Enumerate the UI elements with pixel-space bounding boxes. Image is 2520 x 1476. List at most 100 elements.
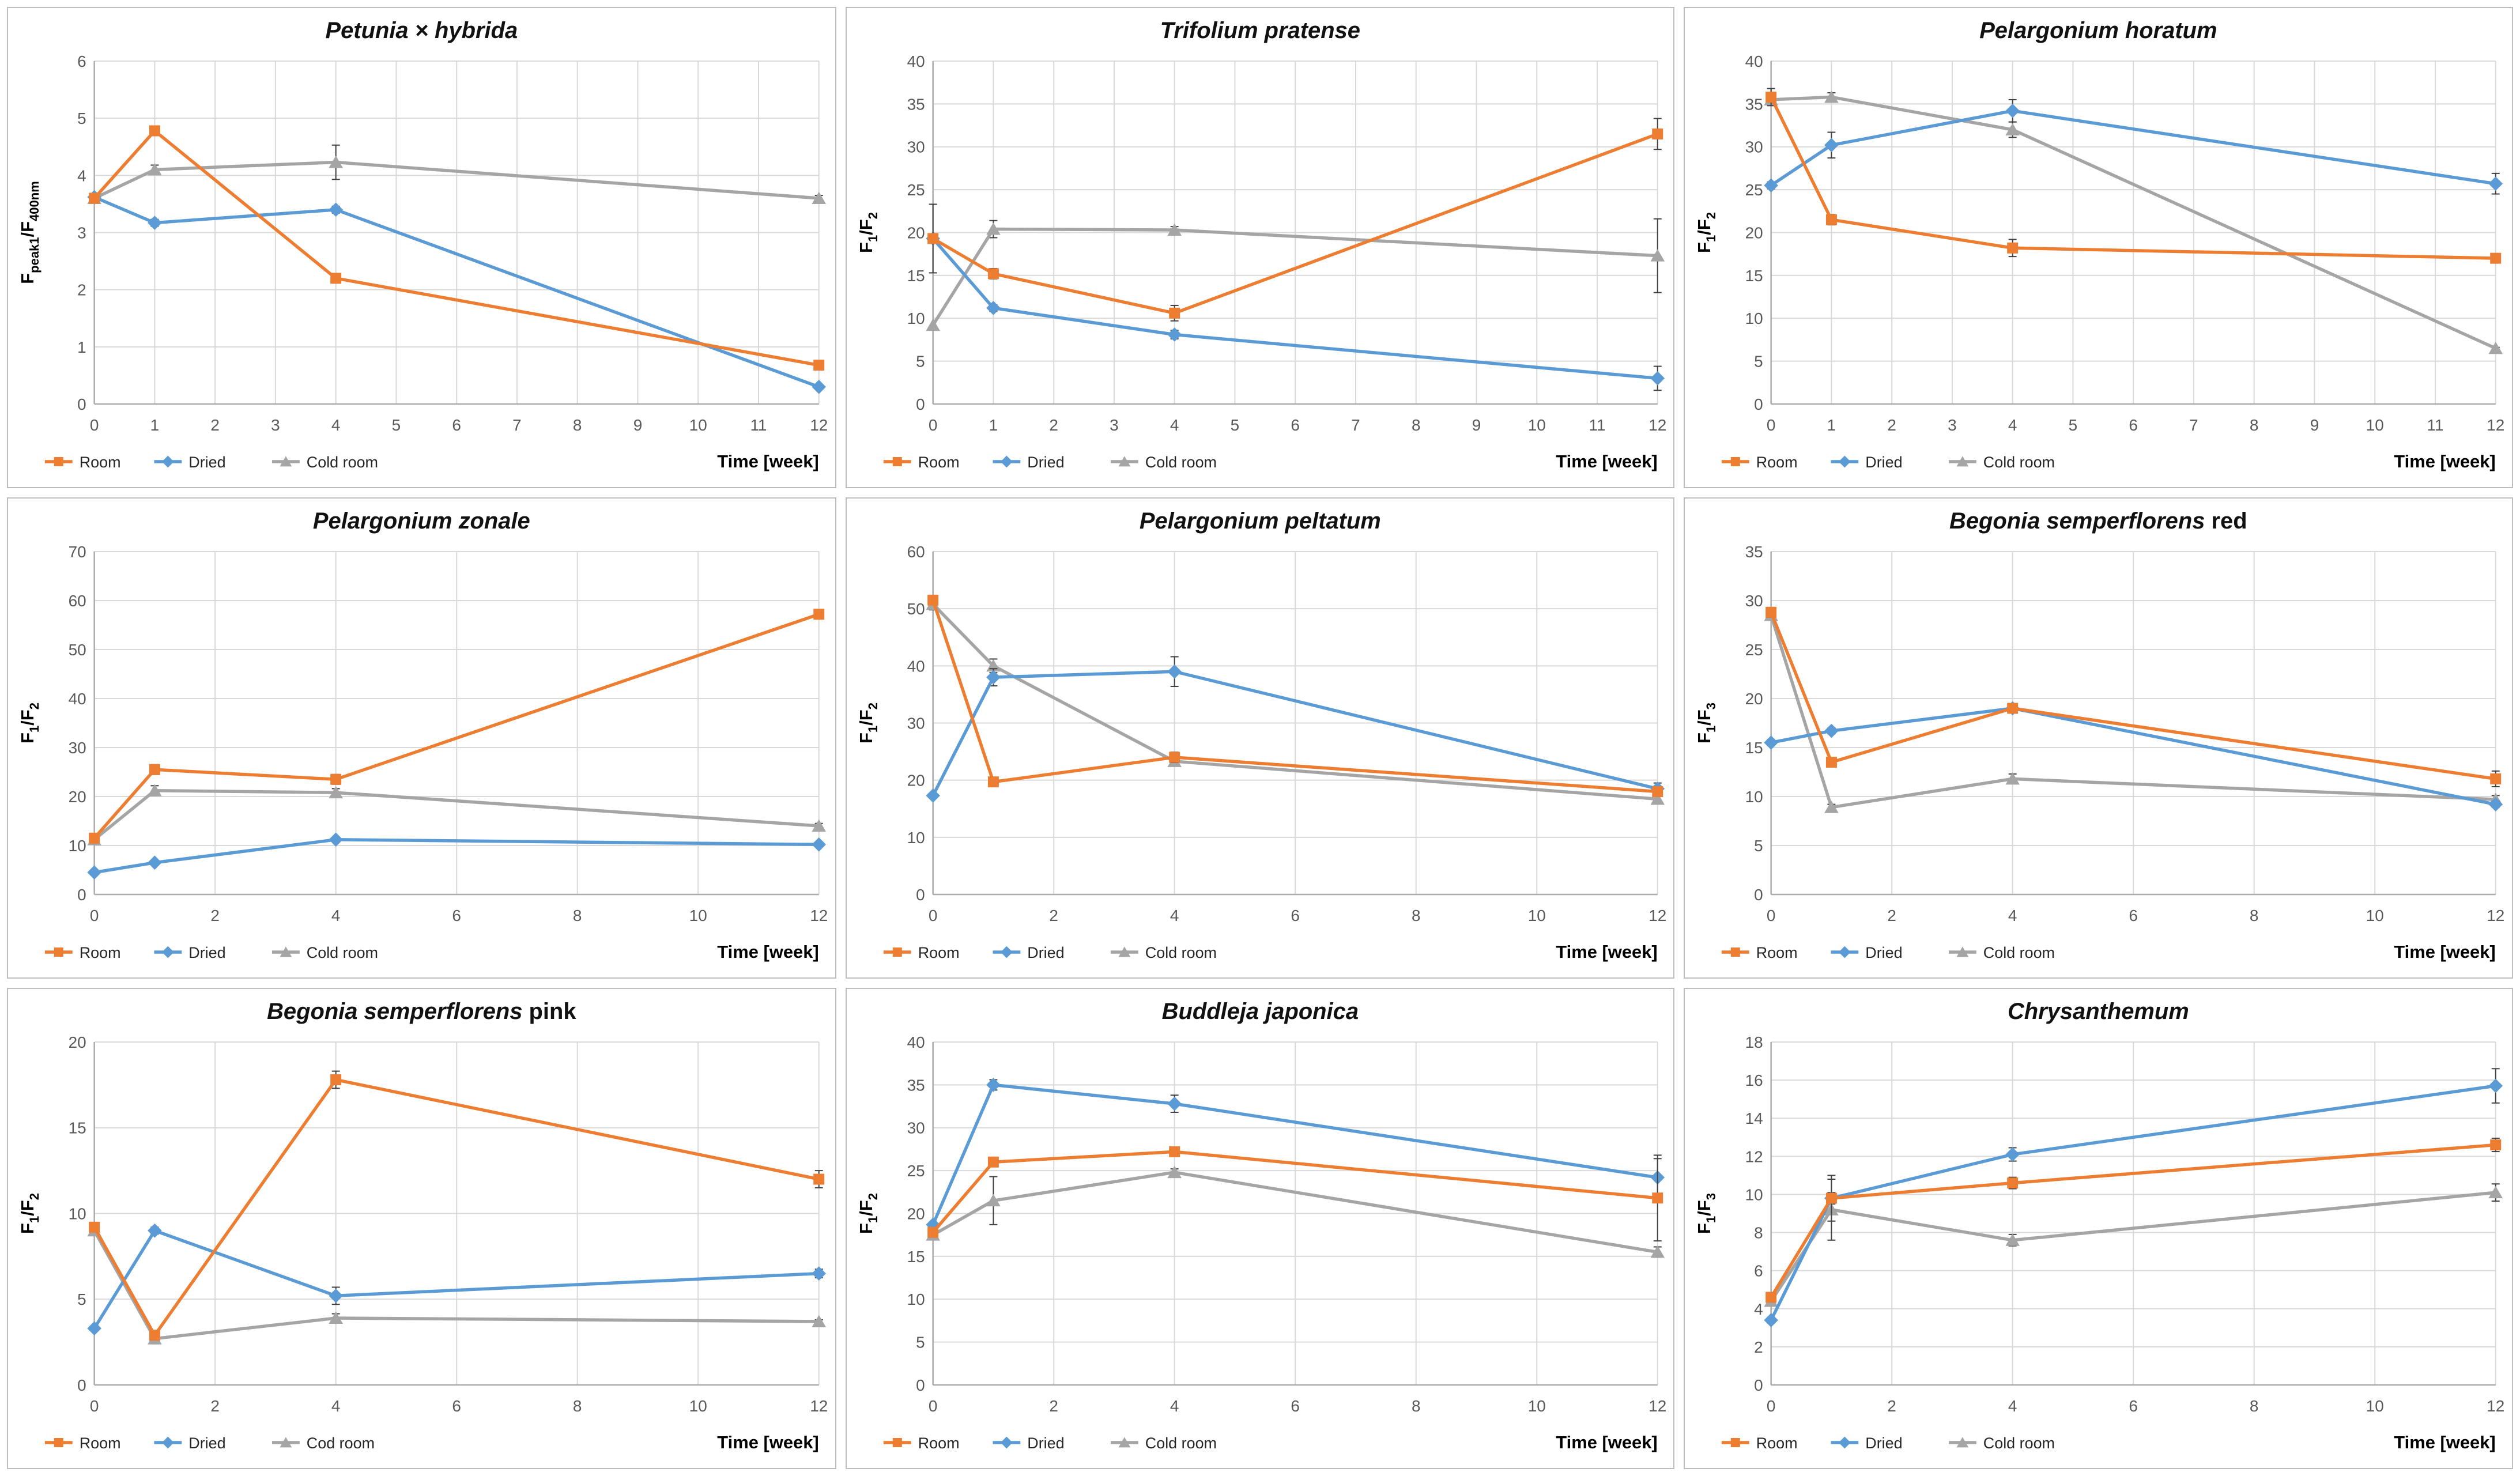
y-tick-label: 12: [1745, 1147, 1763, 1165]
series-marker-dried: [2488, 176, 2503, 191]
legend-label-cold-room: Cold room: [1983, 1435, 2055, 1452]
series-marker-room: [1651, 1192, 1663, 1204]
legend-marker-cold-room: [280, 1437, 292, 1448]
chart-svg-4: 0 10 20 30 40 50 60 70 0 2 4 6 8 10 12 F1/F2 Pelargonium…: [17, 508, 828, 962]
legend-marker-room: [1731, 1438, 1741, 1447]
legend-marker-dried: [1000, 1436, 1013, 1449]
y-tick-label: 0: [1754, 395, 1763, 413]
y-tick-label: 0: [77, 395, 86, 413]
x-tick-label: 6: [1291, 907, 1300, 924]
series-marker-cold-room: [2005, 123, 2020, 135]
x-tick-label: 12: [1648, 1397, 1666, 1415]
chart-svg-5: 0 10 20 30 40 50 60 0 2 4 6 8 10 12 F1/F2 Pelargonium p…: [856, 508, 1666, 962]
y-tick-label: 16: [1745, 1071, 1763, 1089]
x-tick-label: 4: [331, 416, 341, 434]
series-marker-dried: [2488, 1078, 2503, 1093]
series-marker-cold-room: [1650, 1245, 1665, 1258]
y-tick-label: 15: [907, 1248, 925, 1266]
legend-label-dried: Dried: [1866, 454, 1903, 471]
series-marker-dried: [329, 202, 343, 217]
y-tick-label: 50: [69, 641, 86, 659]
chart-panel-7: 0 5 10 15 20 0 2 4 6 8 10 12 F1/F2 Begonia semperflor…: [7, 988, 836, 1469]
x-tick-label: 12: [810, 416, 828, 434]
series-marker-cold-room: [329, 156, 343, 168]
legend-label-dried: Dried: [1866, 1435, 1903, 1452]
x-tick-label: 12: [810, 907, 828, 924]
y-axis-label: F1/F3: [1694, 703, 1718, 743]
series-marker-room: [330, 773, 342, 785]
x-tick-label: 0: [1767, 1397, 1776, 1415]
chart-svg-8: 0 5 10 15 20 25 30 35 40 0 2 4 6 8 10 12 F1/F2 Buddleja j…: [856, 999, 1666, 1452]
x-tick-label: 4: [2008, 907, 2017, 924]
x-tick-label: 0: [90, 907, 99, 924]
chart-title: Chrysanthemum: [2008, 999, 2189, 1024]
y-tick-label: 30: [907, 714, 925, 732]
series-line-cold-room: [1770, 613, 2498, 809]
series-line-dried: [1770, 109, 2498, 187]
series-line-dried: [92, 195, 821, 388]
x-axis-label: Time [week]: [717, 1432, 818, 1452]
y-tick-label: 15: [69, 1119, 86, 1137]
y-tick-label: 25: [907, 181, 925, 199]
legend-marker-dried: [1000, 946, 1013, 958]
legend-label-room: Room: [80, 454, 121, 471]
series-marker-room: [89, 1221, 100, 1233]
y-tick-label: 40: [907, 52, 925, 70]
x-axis-label: Time [week]: [717, 942, 818, 962]
chart-panel-3: 0 5 10 15 20 25 30 35 40 0 1 2 3 4 5 6 7 8 9 10 11 12 F1/F2 Pel…: [1684, 7, 2513, 488]
x-tick-label: 5: [1230, 416, 1239, 434]
y-tick-label: 25: [907, 1162, 925, 1180]
series-line-dried: [931, 237, 1659, 380]
series-marker-dried: [986, 1078, 1001, 1092]
legend-marker-dried: [1839, 946, 1851, 958]
x-tick-label: 2: [210, 907, 220, 924]
y-tick-label: 4: [1754, 1300, 1763, 1318]
y-tick-label: 5: [1754, 837, 1763, 855]
series-line-room: [92, 613, 821, 840]
series-marker-room: [813, 609, 825, 620]
legend-marker-dried: [1839, 1436, 1851, 1449]
legend-marker-room: [54, 1438, 63, 1447]
x-tick-label: 10: [689, 416, 707, 434]
x-tick-label: 1: [1827, 416, 1836, 434]
series-marker-dried: [812, 837, 827, 852]
y-tick-label: 10: [1745, 788, 1763, 806]
series-marker-room: [2490, 1139, 2502, 1150]
legend-marker-dried: [1000, 455, 1013, 468]
y-tick-label: 40: [907, 1033, 925, 1051]
series-marker-dried: [1167, 327, 1182, 342]
series-marker-room: [1168, 1146, 1180, 1157]
y-tick-label: 35: [1745, 95, 1763, 113]
x-tick-label: 6: [2129, 416, 2138, 434]
series-line-room: [1770, 610, 2498, 781]
x-tick-label: 2: [1049, 1397, 1058, 1415]
legend-label-dried: Dried: [1027, 454, 1064, 471]
x-tick-label: 0: [90, 1397, 99, 1415]
x-tick-label: 2: [1888, 907, 1897, 924]
legend-label-cold-room: Cold room: [1145, 1435, 1216, 1452]
y-tick-label: 30: [1745, 592, 1763, 610]
x-tick-label: 2: [1049, 416, 1058, 434]
x-tick-label: 4: [1170, 416, 1179, 434]
x-tick-label: 6: [1291, 416, 1300, 434]
series-marker-dried: [87, 865, 101, 880]
chart-title: Begonia semperflorens pink: [267, 999, 576, 1024]
x-tick-label: 10: [2366, 416, 2384, 434]
x-tick-label: 2: [1049, 907, 1058, 924]
series-marker-room: [1651, 786, 1663, 797]
x-tick-label: 4: [1170, 907, 1179, 924]
y-tick-label: 30: [1745, 138, 1763, 156]
series-marker-dried: [1650, 371, 1665, 386]
legend-label-cold-room: Cold room: [1145, 454, 1216, 471]
chart-title: Pelargonium zonale: [313, 508, 530, 534]
legend-label-dried: Dried: [1866, 944, 1903, 961]
x-tick-label: 11: [750, 416, 767, 434]
chart-svg-6: 0 5 10 15 20 25 30 35 0 2 4 6 8 10 12 F1/F3 Begonia semp…: [1694, 508, 2504, 962]
x-tick-label: 4: [1170, 1397, 1179, 1415]
y-tick-label: 0: [916, 1376, 925, 1394]
y-tick-label: 0: [77, 1376, 86, 1394]
chart-panel-4: 0 10 20 30 40 50 60 70 0 2 4 6 8 10 12 F1/F2 Pelargonium…: [7, 497, 836, 979]
y-axis-label: F1/F3: [1694, 1193, 1718, 1234]
series-marker-room: [2490, 773, 2502, 784]
x-tick-label: 6: [452, 416, 461, 434]
